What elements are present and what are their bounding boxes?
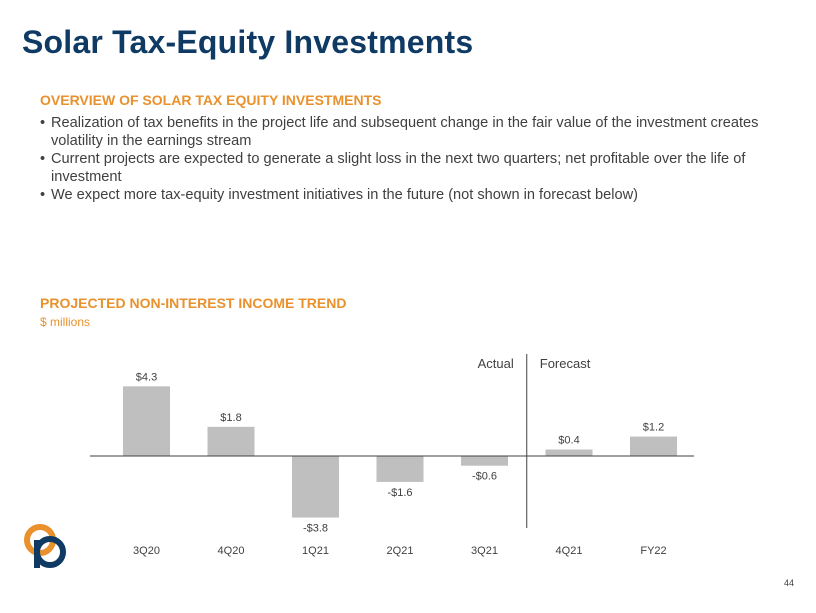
category-label: 4Q21 bbox=[556, 545, 583, 557]
data-label: $4.3 bbox=[136, 371, 157, 383]
bar bbox=[123, 386, 170, 456]
data-label: $1.8 bbox=[220, 412, 241, 424]
category-label: 4Q20 bbox=[218, 545, 245, 557]
income-trend-bar-chart: $4.3 3Q20 $1.8 4Q20 -$3.8 1Q21 -$1.6 2Q21 -$0.6 3… bbox=[90, 354, 694, 557]
bullet-item: Realization of tax benefits in the proje… bbox=[40, 114, 760, 150]
unit-label: $ millions bbox=[40, 315, 91, 329]
data-label: -$0.6 bbox=[472, 471, 497, 483]
forecast-label: Forecast bbox=[540, 356, 591, 371]
bar bbox=[545, 449, 593, 456]
trend-heading: PROJECTED NON-INTEREST INCOME TREND bbox=[40, 295, 347, 311]
data-label: $1.2 bbox=[643, 422, 664, 434]
bar bbox=[207, 426, 255, 456]
bullet-item: We expect more tax-equity investment ini… bbox=[40, 186, 760, 204]
bullet-item: Current projects are expected to generat… bbox=[40, 150, 760, 186]
bar bbox=[376, 456, 424, 482]
category-label: FY22 bbox=[640, 545, 666, 557]
overview-bullet-list: Realization of tax benefits in the proje… bbox=[40, 114, 760, 204]
bar bbox=[461, 456, 508, 466]
page-number: 44 bbox=[783, 578, 794, 588]
category-label: 3Q20 bbox=[133, 545, 160, 557]
data-label: -$1.6 bbox=[387, 487, 412, 499]
category-label: 2Q21 bbox=[387, 545, 414, 557]
bar bbox=[292, 456, 339, 518]
page-title: Solar Tax-Equity Investments bbox=[22, 24, 474, 60]
actual-label: Actual bbox=[478, 356, 514, 371]
overview-heading: OVERVIEW OF SOLAR TAX EQUITY INVESTMENTS bbox=[40, 92, 382, 108]
category-label: 1Q21 bbox=[302, 545, 329, 557]
category-label: 3Q21 bbox=[471, 545, 498, 557]
company-logo-icon bbox=[24, 524, 66, 568]
data-label: $0.4 bbox=[558, 435, 579, 447]
bar bbox=[630, 436, 677, 456]
data-label: -$3.8 bbox=[303, 523, 328, 535]
